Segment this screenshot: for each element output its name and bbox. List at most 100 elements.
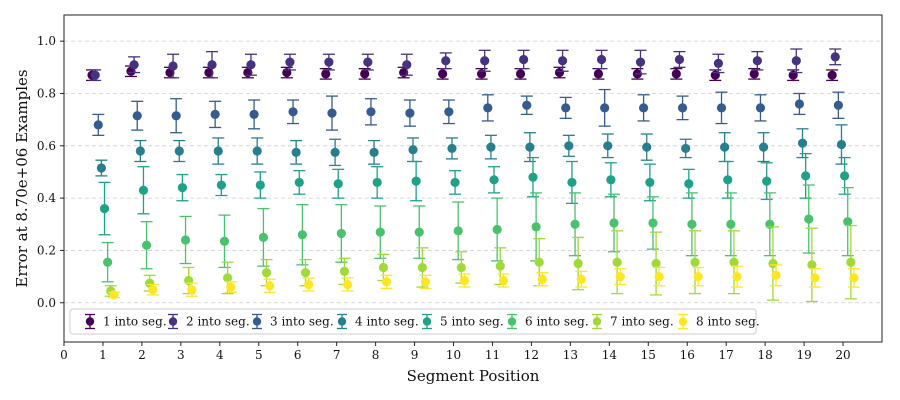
x-tick-label: 0 [60, 348, 68, 362]
legend-marker [507, 317, 517, 326]
data-point [801, 171, 811, 181]
data-point [674, 54, 685, 65]
legend-entry: 6 into seg. [507, 313, 589, 330]
data-point [639, 103, 649, 113]
data-point [438, 69, 448, 79]
x-tick-label: 20 [835, 348, 850, 362]
legend-label: 8 into seg. [696, 315, 760, 329]
legend-marker [85, 317, 95, 326]
data-point [567, 177, 577, 188]
data-point [330, 147, 340, 157]
data-point [291, 147, 301, 157]
data-point [174, 146, 184, 156]
data-point [441, 56, 451, 66]
data-point [684, 179, 694, 189]
data-point [749, 69, 759, 79]
data-point [402, 60, 412, 70]
data-point [693, 272, 703, 282]
data-point [180, 235, 191, 245]
data-point [321, 69, 331, 79]
gridlines [64, 40, 882, 304]
x-tick-label: 19 [796, 348, 811, 362]
x-tick-label: 1 [99, 348, 107, 362]
x-tick-label: 12 [524, 348, 539, 362]
data-point [285, 57, 295, 67]
data-point [651, 258, 661, 269]
data-point [453, 226, 463, 236]
data-point [720, 142, 730, 152]
data-point [687, 219, 697, 229]
data-point [171, 111, 181, 121]
data-point [148, 285, 158, 295]
series-8 [107, 264, 860, 300]
data-point [645, 177, 655, 188]
data-point [609, 218, 619, 228]
data-point [109, 290, 119, 300]
data-point [360, 69, 370, 79]
data-point [846, 257, 856, 267]
data-point [519, 54, 529, 65]
data-point [420, 277, 431, 287]
data-point [570, 219, 580, 229]
data-point [807, 260, 817, 270]
data-point [534, 257, 544, 267]
legend-label: 7 into seg. [610, 315, 674, 329]
data-point [378, 262, 389, 273]
legend-entry: 7 into seg. [592, 313, 674, 330]
data-point [492, 224, 502, 235]
series-4 [95, 124, 848, 177]
data-point [417, 262, 427, 273]
data-point [833, 100, 843, 110]
data-point [528, 172, 538, 182]
data-point [804, 214, 814, 224]
data-point [603, 141, 613, 151]
data-point [713, 58, 724, 68]
data-point [324, 57, 334, 67]
data-point [537, 274, 547, 284]
y-tick-label: 1.0 [37, 34, 56, 48]
series-layer [86, 48, 860, 303]
data-point [226, 282, 236, 292]
data-point [339, 266, 350, 276]
data-point [366, 107, 376, 117]
data-point [635, 57, 646, 67]
data-point [381, 277, 392, 287]
x-tick-label: 5 [255, 348, 263, 362]
x-tick-label: 13 [563, 348, 578, 362]
data-point [600, 103, 610, 113]
series-5 [98, 152, 851, 236]
data-point [444, 107, 454, 117]
data-point [573, 258, 583, 269]
x-tick-label: 15 [641, 348, 656, 362]
data-point [103, 257, 113, 267]
series-2 [89, 48, 842, 82]
data-point [223, 273, 233, 283]
data-point [827, 70, 837, 80]
data-point [723, 175, 733, 185]
data-point [762, 176, 772, 186]
data-point [515, 69, 526, 79]
data-point [498, 275, 508, 286]
data-point [771, 270, 781, 280]
data-point [336, 228, 346, 239]
x-tick-label: 11 [485, 348, 500, 362]
data-point [372, 177, 382, 188]
y-tick-label: 0.6 [37, 139, 56, 153]
data-point [213, 146, 223, 156]
data-point [576, 274, 586, 284]
data-point [258, 232, 269, 242]
x-axis: 0 1 2 3 4 5 6 7 8 9 10 11 12 13 14 15 16 17 18 19 20 [60, 342, 851, 362]
data-point [791, 56, 801, 66]
data-point [141, 240, 152, 250]
data-point [168, 61, 178, 71]
legend-entry: 3 into seg. [252, 313, 334, 330]
series-1 [86, 65, 839, 82]
data-point [612, 257, 622, 267]
x-tick-label: 6 [294, 348, 302, 362]
data-point [794, 99, 805, 109]
data-point [596, 54, 607, 65]
data-point [207, 60, 217, 70]
legend-label: 4 into seg. [355, 315, 419, 329]
legend-label: 3 into seg. [270, 315, 334, 329]
